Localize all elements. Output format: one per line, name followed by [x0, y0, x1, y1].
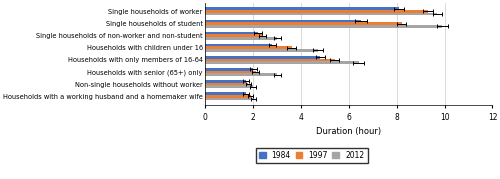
- Bar: [206, 32, 258, 34]
- Bar: [206, 20, 361, 22]
- Bar: [206, 7, 399, 10]
- Bar: [206, 10, 428, 13]
- Bar: [206, 73, 277, 76]
- Bar: [206, 61, 358, 64]
- Bar: [206, 34, 263, 37]
- Bar: [206, 83, 248, 86]
- Bar: [206, 86, 254, 88]
- Bar: [206, 25, 442, 28]
- Bar: [206, 80, 246, 83]
- X-axis label: Duration (hour): Duration (hour): [316, 127, 382, 136]
- Bar: [206, 92, 246, 95]
- Bar: [206, 59, 334, 61]
- Bar: [206, 95, 251, 98]
- Bar: [206, 56, 320, 59]
- Bar: [206, 13, 438, 15]
- Bar: [206, 44, 272, 47]
- Bar: [206, 22, 402, 25]
- Bar: [206, 37, 277, 40]
- Bar: [206, 98, 254, 100]
- Bar: [206, 49, 318, 52]
- Legend: 1984, 1997, 2012: 1984, 1997, 2012: [256, 147, 368, 163]
- Bar: [206, 71, 256, 73]
- Bar: [206, 47, 292, 49]
- Bar: [206, 68, 254, 71]
